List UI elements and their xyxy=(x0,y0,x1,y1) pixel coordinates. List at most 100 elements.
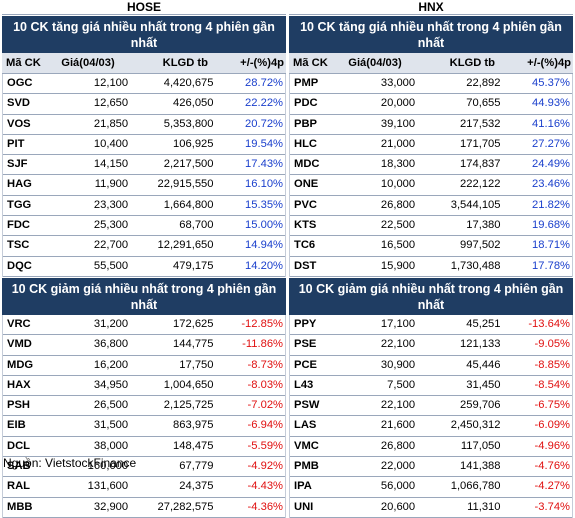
cell-code: SJF xyxy=(7,158,28,171)
cell-change: 44.93% xyxy=(532,97,570,110)
cell-change: -8.73% xyxy=(247,358,283,371)
cell-code: PSW xyxy=(294,399,320,412)
cell-volume: 117,050 xyxy=(460,439,501,452)
cell-volume: 1,066,780 xyxy=(450,480,501,493)
cell-price: 16,200 xyxy=(93,358,129,371)
cell-change: 18.71% xyxy=(532,239,570,252)
cell-price: 26,500 xyxy=(93,399,129,412)
table-row: PMP 33,000 22,892 45.37% xyxy=(290,74,572,95)
cell-price: 131,600 xyxy=(87,480,129,493)
cell-volume: 3,544,105 xyxy=(450,198,501,211)
cell-code: MDG xyxy=(7,358,34,371)
cell-price: 22,500 xyxy=(380,219,416,232)
hnx-up-title: 10 CK tăng giá nhiều nhất trong 4 phiên … xyxy=(289,15,573,53)
table-row: HAG 11,900 22,915,550 16.10% xyxy=(3,175,285,196)
cell-change: 20.72% xyxy=(245,117,283,130)
column-header-code: Mã CK xyxy=(293,57,328,69)
cell-price: 55,500 xyxy=(93,259,129,272)
cell-volume: 68,700 xyxy=(179,219,214,232)
cell-price: 25,300 xyxy=(93,219,129,232)
cell-change: -6.75% xyxy=(534,399,570,412)
table-row: DCL 38,000 148,475 -5.59% xyxy=(3,437,285,458)
cell-price: 10,400 xyxy=(93,137,129,150)
cell-code: VRC xyxy=(7,317,31,330)
cell-code: SVD xyxy=(7,97,31,110)
cell-volume: 426,050 xyxy=(173,97,214,110)
cell-price: 23,300 xyxy=(93,198,129,211)
table-row: PPY 17,100 45,251 -13.64% xyxy=(290,315,572,336)
table-row: EIB 31,500 863,975 -6.94% xyxy=(3,416,285,437)
cell-volume: 45,251 xyxy=(466,317,501,330)
cell-change: -4.43% xyxy=(247,480,283,493)
cell-change: -8.54% xyxy=(534,378,570,391)
cell-code: KTS xyxy=(294,219,317,232)
cell-change: -6.09% xyxy=(534,419,570,432)
cell-volume: 45,446 xyxy=(466,358,501,371)
cell-change: -13.64% xyxy=(528,317,570,330)
cell-volume: 67,779 xyxy=(179,460,214,473)
cell-volume: 11,310 xyxy=(467,500,501,513)
column-header-volume: KLGD tb xyxy=(162,57,208,69)
cell-code: HLC xyxy=(294,137,317,150)
hnx-panel: HNX 10 CK tăng giá nhiều nhất trong 4 ph… xyxy=(289,0,573,518)
cell-code: MDC xyxy=(294,158,320,171)
cell-code: L43 xyxy=(294,378,314,391)
cell-change: 16.10% xyxy=(245,178,283,191)
column-header-volume: KLGD tb xyxy=(449,57,495,69)
cell-volume: 12,291,650 xyxy=(157,239,214,252)
cell-code: MBB xyxy=(7,500,33,513)
hose-up-table: OGC 12,100 4,420,675 28.72% SVD 12,650 426,050… xyxy=(2,74,286,277)
cell-price: 22,100 xyxy=(380,338,416,351)
cell-code: PMP xyxy=(294,77,319,89)
cell-volume: 479,175 xyxy=(173,259,214,272)
table-row: MBB 32,900 27,282,575 -4.36% xyxy=(3,498,285,518)
column-header-price: Giá(04/03) xyxy=(348,57,402,69)
cell-code: HAG xyxy=(7,178,32,191)
cell-price: 56,000 xyxy=(380,480,416,493)
cell-code: TGG xyxy=(7,198,32,211)
table-row: DQC 55,500 479,175 14.20% xyxy=(3,257,285,277)
hnx-up-table: PMP 33,000 22,892 45.37% PDC 20,000 70,655 44.9… xyxy=(289,74,573,277)
cell-volume: 174,837 xyxy=(460,158,501,171)
table-row: PIT 10,400 106,925 19.54% xyxy=(3,135,285,156)
cell-volume: 17,750 xyxy=(179,358,214,371)
cell-change: 22.22% xyxy=(245,97,283,110)
cell-change: -11.86% xyxy=(242,338,283,351)
cell-change: 14.94% xyxy=(245,239,283,252)
cell-price: 20,600 xyxy=(380,500,416,513)
cell-price: 26,800 xyxy=(380,198,416,211)
cell-change: 23.46% xyxy=(532,178,570,191)
cell-code: OGC xyxy=(7,77,33,89)
cell-change: 45.37% xyxy=(532,77,570,89)
table-row: VRC 31,200 172,625 -12.85% xyxy=(3,315,285,336)
column-header-price: Giá(04/03) xyxy=(61,57,115,69)
cell-code: PDC xyxy=(294,97,318,110)
cell-price: 31,500 xyxy=(93,419,129,432)
cell-change: -4.27% xyxy=(534,480,570,493)
table-row: SVD 12,650 426,050 22.22% xyxy=(3,94,285,115)
cell-code: ONE xyxy=(294,178,319,191)
cell-change: -4.96% xyxy=(534,439,570,452)
cell-change: -12.85% xyxy=(241,317,283,330)
cell-change: 24.49% xyxy=(532,158,570,171)
cell-volume: 27,282,575 xyxy=(157,500,214,513)
cell-price: 21,850 xyxy=(93,117,129,130)
table-row: MDC 18,300 174,837 24.49% xyxy=(290,155,572,176)
table-row: VOS 21,850 5,353,800 20.72% xyxy=(3,115,285,135)
cell-code: PVC xyxy=(294,198,318,211)
cell-change: 19.68% xyxy=(532,219,570,232)
table-row: MDG 16,200 17,750 -8.73% xyxy=(3,356,285,376)
cell-volume: 172,625 xyxy=(173,317,214,330)
cell-price: 22,700 xyxy=(93,239,129,252)
cell-change: 41.16% xyxy=(532,117,570,130)
cell-volume: 2,217,500 xyxy=(163,158,214,171)
cell-price: 21,600 xyxy=(380,419,416,432)
cell-volume: 22,892 xyxy=(466,77,501,89)
cell-code: RAL xyxy=(7,480,30,493)
cell-price: 16,500 xyxy=(380,239,416,252)
table-row: PSE 22,100 121,133 -9.05% xyxy=(290,335,572,356)
table-row: L43 7,500 31,450 -8.54% xyxy=(290,376,572,397)
cell-code: DST xyxy=(294,259,317,272)
cell-price: 38,000 xyxy=(93,439,129,452)
table-row: PVC 26,800 3,544,105 21.82% xyxy=(290,196,572,217)
